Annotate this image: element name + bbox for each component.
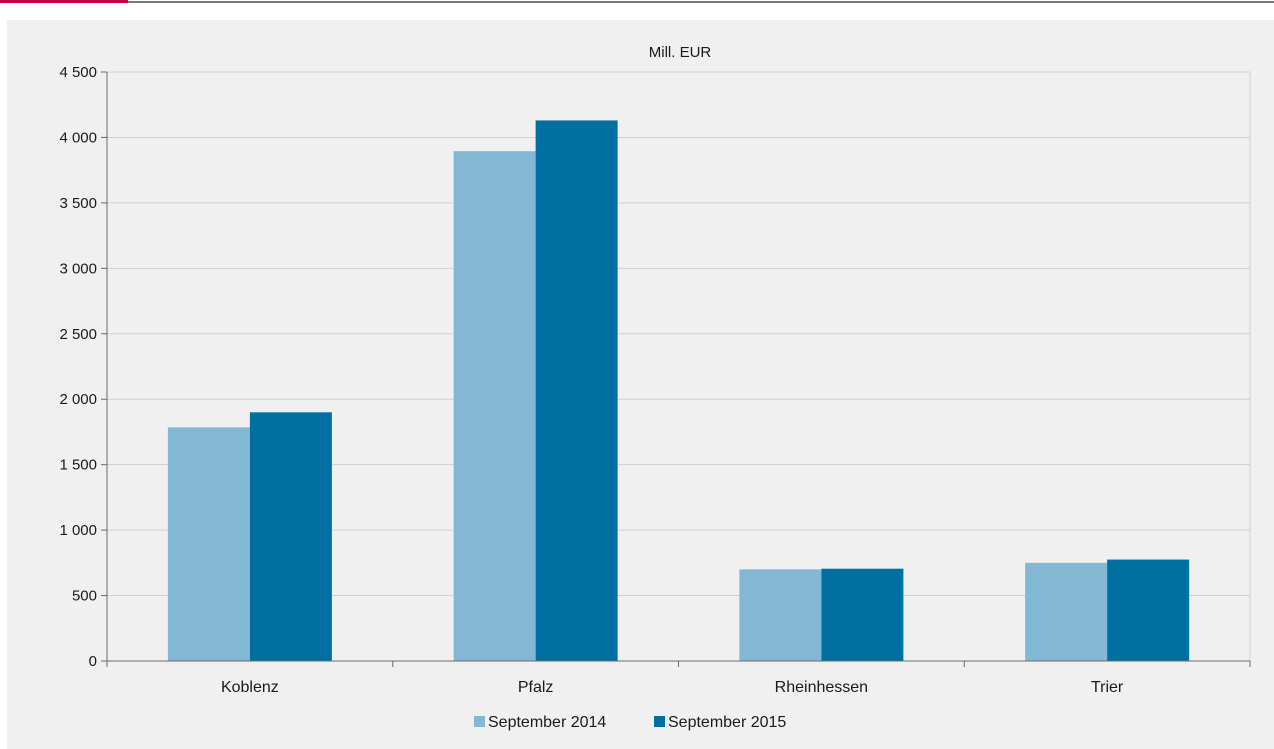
bar-pfalz-2014 <box>453 151 536 661</box>
y-tick-label: 2 500 <box>59 326 97 343</box>
bar-trier-2014 <box>1025 562 1108 661</box>
y-tick-label: 500 <box>72 588 97 605</box>
bar-rheinhessen-2014 <box>739 569 822 661</box>
accent-strip <box>0 0 128 3</box>
y-tick-label: 0 <box>89 653 97 670</box>
y-tick-label: 3 000 <box>59 260 97 277</box>
x-category-label: Pfalz <box>518 679 554 696</box>
legend-swatch <box>654 716 665 727</box>
legend-label: September 2014 <box>488 714 606 731</box>
bar-koblenz-2015 <box>249 412 332 661</box>
x-category-label: Koblenz <box>221 679 279 696</box>
bars <box>167 120 1190 661</box>
legend: September 2014 September 2015 <box>474 714 786 731</box>
unit-label: Mill. EUR <box>649 44 712 61</box>
top-rule <box>128 1 1274 3</box>
legend-label: September 2015 <box>668 714 786 731</box>
y-tick-label: 1 500 <box>59 457 97 474</box>
bar-koblenz-2014 <box>167 427 250 661</box>
bar-rheinhessen-2015 <box>821 568 904 661</box>
y-tick-label: 4 500 <box>59 64 97 81</box>
x-category-label: Trier <box>1091 679 1124 696</box>
y-tick-label: 4 000 <box>59 129 97 146</box>
bar-trier-2015 <box>1107 559 1190 661</box>
y-tick-label: 1 000 <box>59 522 97 539</box>
legend-swatch <box>474 716 485 727</box>
axes: 0 500 1 000 1 500 2 000 2 500 3 000 3 500 4 000 4… <box>59 64 1251 696</box>
bar-pfalz-2015 <box>535 120 618 661</box>
y-tick-label: 2 000 <box>59 391 97 408</box>
x-category-label: Rheinhessen <box>775 679 868 696</box>
y-tick-label: 3 500 <box>59 195 97 212</box>
